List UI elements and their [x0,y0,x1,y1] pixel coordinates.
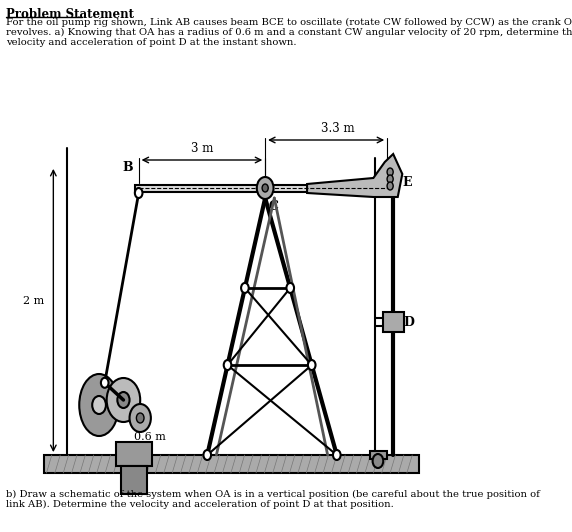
Text: link AB). Determine the velocity and acceleration of point D at that position.: link AB). Determine the velocity and acc… [6,500,394,509]
Bar [135,185,391,192]
Polygon shape [307,154,402,197]
Circle shape [372,454,383,468]
Circle shape [387,175,393,183]
Text: A: A [96,396,105,409]
Bar [44,455,419,473]
Circle shape [129,404,151,432]
Bar [116,442,152,466]
Text: Problem Statement: Problem Statement [6,8,134,21]
Text: 3.3 m: 3.3 m [321,122,355,135]
Text: 2 m: 2 m [23,296,44,306]
Text: velocity and acceleration of point D at the instant shown.: velocity and acceleration of point D at … [6,38,297,47]
Circle shape [333,450,340,460]
Circle shape [241,283,249,293]
Text: B: B [123,161,133,174]
Circle shape [101,378,109,388]
Ellipse shape [80,374,119,436]
Circle shape [135,188,142,198]
Text: b) Draw a schematic of the system when OA is in a vertical position (be careful : b) Draw a schematic of the system when O… [6,490,540,499]
Circle shape [262,184,268,192]
Bar [121,466,147,494]
Text: 0.6 m: 0.6 m [134,432,166,442]
Circle shape [287,283,294,293]
Text: D: D [404,315,415,328]
Circle shape [136,413,144,423]
Text: revolves. a) Knowing that OA has a radius of 0.6 m and a constant CW angular vel: revolves. a) Knowing that OA has a radiu… [6,28,572,37]
Bar [370,451,387,459]
Circle shape [106,378,140,422]
Text: E: E [402,176,412,188]
Circle shape [387,168,393,176]
Text: 3 m: 3 m [190,142,213,155]
Circle shape [224,360,231,370]
Circle shape [204,450,211,460]
Circle shape [387,182,393,190]
Text: C: C [268,200,278,213]
Text: For the oil pump rig shown, Link AB causes beam BCE to oscillate (rotate CW foll: For the oil pump rig shown, Link AB caus… [6,18,572,27]
Bar [383,312,404,332]
Circle shape [308,360,316,370]
Circle shape [257,177,273,199]
Circle shape [117,392,129,408]
Circle shape [92,396,106,414]
